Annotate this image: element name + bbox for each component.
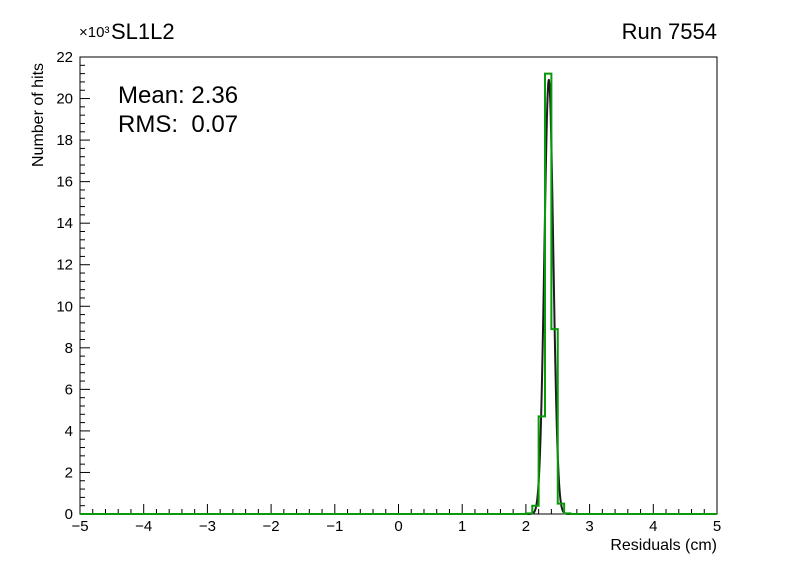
y-axis-title: Number of hits [30,62,47,167]
plot-title: SL1L2 [111,19,175,44]
residuals-histogram [80,72,717,515]
x-tick-label: −3 [199,518,216,535]
x-tick-label: 1 [458,518,466,535]
x-axis-ticks: −5 −4 −3 −2 −1 0 1 2 3 4 5 [71,504,721,535]
y-tick-label: 2 [65,464,73,481]
x-tick-label: −2 [263,518,280,535]
run-label: Run 7554 [621,19,717,44]
x-tick-label: 5 [713,518,721,535]
gaussian-fit-curve [526,78,574,515]
y-tick-label: 10 [56,298,73,315]
stat-mean-text: Mean: 2.36 [118,82,239,109]
x-tick-label: −5 [71,518,88,535]
y-tick-label: 8 [65,340,73,357]
y-tick-label: 14 [56,215,73,232]
y-axis-multiplier: ×10³ [79,24,110,41]
y-tick-label: 12 [56,257,73,274]
x-tick-label: 0 [394,518,402,535]
x-tick-label: 4 [649,518,657,535]
y-tick-label: 22 [56,49,73,66]
x-tick-label: 3 [585,518,593,535]
x-axis-title: Residuals (cm) [610,537,717,554]
x-tick-label: −4 [135,518,152,535]
y-tick-label: 4 [65,423,73,440]
y-tick-label: 0 [65,506,73,523]
y-axis-ticks: 0 2 4 6 8 10 12 14 16 18 20 22 [56,49,90,523]
y-tick-label: 16 [56,174,73,191]
y-tick-label: 6 [65,381,73,398]
stat-rms-text: RMS: 0.07 [118,111,239,138]
x-tick-label: 2 [522,518,530,535]
y-tick-label: 20 [56,91,73,108]
x-tick-label: −1 [326,518,343,535]
y-tick-label: 18 [56,132,73,149]
